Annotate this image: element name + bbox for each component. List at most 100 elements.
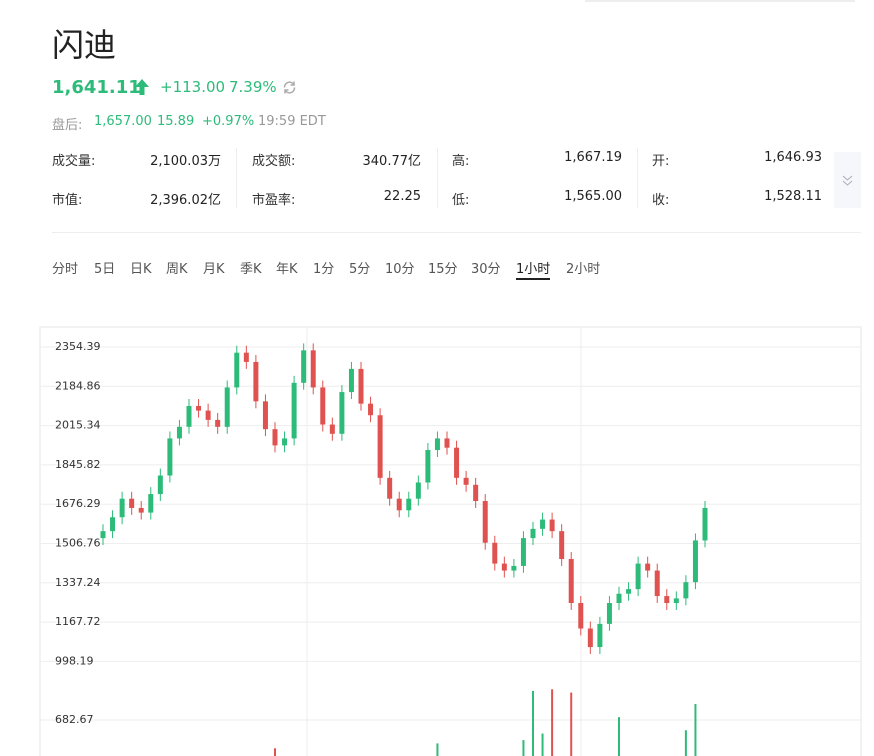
- candle-body: [415, 482, 421, 499]
- after-price: 1,657.00: [94, 114, 152, 129]
- stat-label: 市值:: [52, 193, 83, 208]
- candle-body: [205, 410, 211, 420]
- candle-body: [253, 361, 259, 402]
- candle-body: [387, 477, 393, 499]
- candle-body: [616, 593, 622, 604]
- candle-body: [654, 570, 660, 597]
- candle-body: [425, 450, 431, 483]
- period-tab[interactable]: 年K: [276, 262, 298, 277]
- period-tab[interactable]: 季K: [240, 262, 262, 277]
- period-tab[interactable]: 10分: [385, 262, 415, 277]
- volume-bar: [570, 692, 573, 756]
- candle-body: [291, 382, 297, 439]
- candle-body: [358, 368, 364, 404]
- divider: [236, 148, 237, 208]
- candle-body: [626, 589, 632, 594]
- candle-body: [520, 538, 526, 566]
- candle-body: [492, 542, 498, 564]
- y-tick-label: 1845.82: [55, 458, 101, 471]
- period-tab[interactable]: 2小时: [566, 262, 601, 277]
- candle-body: [310, 350, 316, 388]
- y-tick-label: 2015.34: [55, 419, 101, 432]
- y-tick-label: 1337.24: [55, 576, 101, 589]
- candle-body: [282, 438, 288, 446]
- candle-body: [444, 438, 450, 448]
- candle-body: [664, 596, 670, 604]
- candle-body: [329, 424, 335, 434]
- candle-body: [119, 498, 125, 518]
- candle-body: [673, 598, 679, 604]
- candle-body: [377, 415, 383, 478]
- y-tick-label: 2354.39: [55, 340, 101, 353]
- candle-body: [368, 403, 374, 416]
- after-pct: +0.97%: [202, 114, 255, 129]
- period-tab[interactable]: 分时: [52, 262, 79, 277]
- candle-body: [110, 517, 116, 532]
- stat-value: 1,646.93: [764, 150, 822, 165]
- after-label: 盘后:: [52, 118, 83, 133]
- candle-body: [635, 563, 641, 590]
- candle-body: [243, 352, 249, 362]
- change: +113.00: [160, 78, 226, 96]
- refresh-icon[interactable]: [282, 80, 297, 95]
- candle-body: [559, 531, 565, 559]
- period-tab[interactable]: 5分: [349, 262, 371, 277]
- candle-body: [224, 387, 230, 427]
- period-tab[interactable]: 1分: [313, 262, 335, 277]
- candle-body: [692, 540, 698, 583]
- search-box[interactable]: [585, 0, 855, 2]
- volume-bar: [541, 733, 544, 756]
- volume-bar: [618, 717, 620, 756]
- candle-body: [301, 350, 307, 383]
- candle-body: [473, 484, 479, 502]
- candle-body: [272, 429, 278, 446]
- stat-label: 收:: [652, 193, 670, 208]
- stat-value: 1,565.00: [564, 189, 622, 204]
- stock-name: 闪迪: [52, 26, 117, 64]
- y-tick-label: 1167.72: [55, 615, 101, 628]
- stat-label: 开:: [652, 154, 670, 169]
- candle-body: [530, 528, 536, 539]
- candle-body: [234, 352, 240, 388]
- candle-body: [683, 582, 689, 599]
- candle-body: [100, 531, 106, 539]
- period-tab[interactable]: 周K: [166, 262, 188, 277]
- after-time: 19:59 EDT: [258, 114, 326, 129]
- period-tab[interactable]: 日K: [130, 262, 152, 277]
- volume-tick-label: 682.67: [55, 713, 94, 726]
- divider: [637, 148, 638, 208]
- candle-body: [482, 501, 488, 543]
- candle-body: [320, 387, 326, 425]
- candle-body: [540, 519, 546, 529]
- candle-body: [167, 438, 173, 476]
- candle-body: [186, 405, 192, 427]
- period-tab[interactable]: 月K: [203, 262, 225, 277]
- expand-button[interactable]: [834, 152, 861, 208]
- candle-body: [148, 494, 154, 513]
- candle-body: [606, 603, 612, 624]
- stat-value: 1,528.11: [764, 189, 822, 204]
- period-tab[interactable]: 15分: [428, 262, 458, 277]
- period-tab[interactable]: 30分: [471, 262, 501, 277]
- y-tick-label: 1506.76: [55, 536, 101, 549]
- stat-label: 低:: [452, 193, 470, 208]
- candle-body: [702, 507, 708, 541]
- candle-body: [597, 623, 603, 648]
- stat-value: 2,100.03万: [150, 154, 221, 169]
- period-tab[interactable]: 1小时: [516, 258, 551, 280]
- candle-body: [568, 558, 574, 604]
- volume-bar: [694, 704, 697, 756]
- price: 1,641.11: [52, 77, 141, 98]
- period-tab[interactable]: 5日: [94, 262, 116, 277]
- divider: [437, 148, 438, 208]
- candle-body: [262, 401, 268, 430]
- candle-body: [176, 426, 182, 439]
- after-change: 15.89: [157, 114, 195, 129]
- up-arrow: [135, 79, 149, 95]
- volume-bar: [684, 730, 687, 756]
- candle-body: [587, 628, 593, 648]
- candle-body: [578, 603, 584, 629]
- volume-bar: [522, 740, 525, 756]
